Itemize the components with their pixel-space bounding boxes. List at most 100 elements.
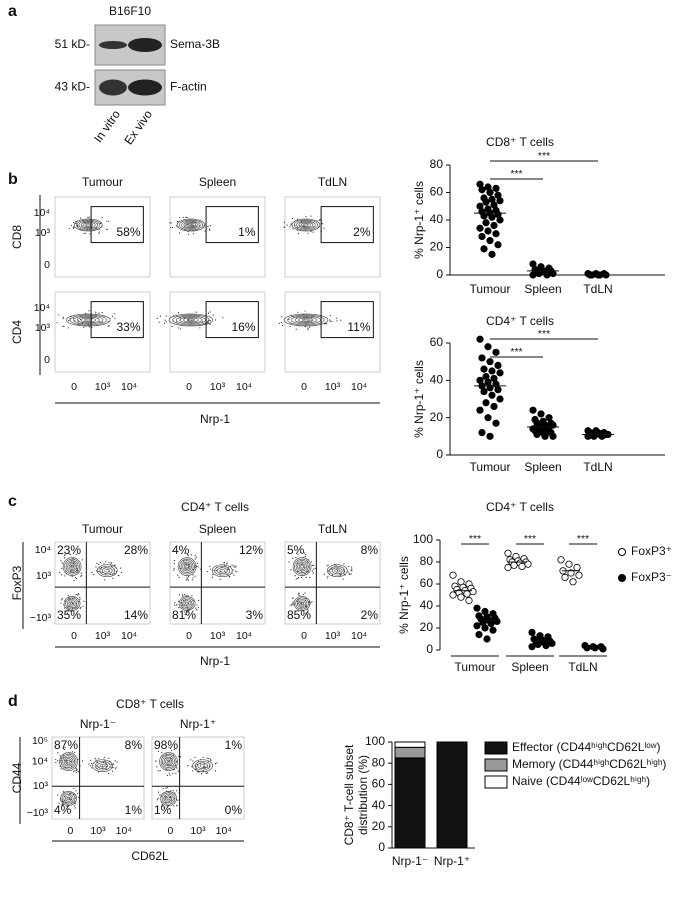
event-dot xyxy=(312,572,314,574)
x-axis-title: Nrp-1 xyxy=(200,412,230,426)
event-dot xyxy=(67,594,69,597)
y-tick-label: 20 xyxy=(430,410,444,424)
data-point xyxy=(480,212,488,220)
event-dot xyxy=(98,571,100,573)
event-dot xyxy=(336,320,338,322)
contour xyxy=(294,316,318,324)
contour xyxy=(70,564,74,569)
contour xyxy=(162,755,175,768)
contour xyxy=(61,792,76,805)
event-dot xyxy=(328,319,331,321)
contour xyxy=(64,558,80,575)
contour xyxy=(180,597,194,610)
contour xyxy=(160,791,177,806)
data-point xyxy=(496,369,504,377)
event-dot xyxy=(162,788,164,790)
event-dot xyxy=(80,217,82,219)
contour xyxy=(96,564,118,578)
event-dot xyxy=(299,225,301,227)
event-dot xyxy=(88,763,90,765)
event-dot xyxy=(85,232,87,234)
event-dot xyxy=(311,601,313,603)
event-dot xyxy=(119,567,122,569)
plot-frame xyxy=(169,291,266,373)
event-dot xyxy=(290,569,292,571)
contour xyxy=(185,601,190,606)
event-dot xyxy=(307,232,309,234)
contour xyxy=(62,557,82,576)
x-tick-label: Tumour xyxy=(455,660,496,674)
contour xyxy=(185,564,189,569)
y-tick-label: 100 xyxy=(413,532,433,546)
event-dot xyxy=(187,576,189,578)
event-dot xyxy=(176,767,178,769)
event-dot xyxy=(55,761,57,764)
data-point xyxy=(488,391,496,399)
event-dot xyxy=(80,607,82,609)
contour xyxy=(334,568,341,573)
event-dot xyxy=(161,804,164,806)
event-dot xyxy=(104,579,106,581)
x-tick-label: Nrp-1⁺ xyxy=(434,854,470,868)
data-point xyxy=(510,561,518,569)
event-dot xyxy=(81,575,83,577)
event-dot xyxy=(105,764,107,766)
event-dot xyxy=(63,325,65,328)
data-point xyxy=(565,560,573,568)
quadrant-percent: 87% xyxy=(54,738,78,752)
event-dot xyxy=(67,609,69,612)
y-tick-label: 40 xyxy=(372,798,386,812)
event-dot xyxy=(306,612,308,614)
event-dot xyxy=(157,791,160,793)
event-dot xyxy=(190,759,192,761)
contour xyxy=(97,762,108,770)
contour xyxy=(67,561,77,572)
event-dot xyxy=(211,574,214,576)
event-dot xyxy=(113,313,115,315)
event-dot xyxy=(183,593,186,596)
data-point xyxy=(473,622,481,630)
event-dot xyxy=(187,223,189,226)
contour xyxy=(92,759,113,773)
event-dot xyxy=(207,225,209,227)
event-dot xyxy=(327,575,329,578)
event-dot xyxy=(329,320,331,322)
event-dot xyxy=(168,764,170,766)
plot-frame xyxy=(284,541,381,625)
event-dot xyxy=(283,226,285,228)
data-point xyxy=(484,343,492,351)
contour xyxy=(183,600,191,607)
event-dot xyxy=(98,312,100,314)
contour xyxy=(178,596,196,611)
contour xyxy=(291,218,321,232)
event-dot xyxy=(197,566,199,568)
bar-segment xyxy=(436,741,468,849)
event-dot xyxy=(105,560,107,563)
event-dot xyxy=(60,602,62,604)
x-axis-title: Nrp-1 xyxy=(200,654,230,668)
x-tick-label: TdLN xyxy=(583,460,612,474)
event-dot xyxy=(175,321,177,323)
event-dot xyxy=(60,560,62,562)
y-tick-label: 60 xyxy=(430,185,444,199)
contour xyxy=(331,567,343,575)
contour xyxy=(68,600,76,607)
y-tick-label: 60 xyxy=(420,576,434,590)
gate xyxy=(205,301,259,339)
event-dot xyxy=(234,570,237,572)
event-dot xyxy=(89,765,92,767)
event-dot xyxy=(174,792,176,794)
event-dot xyxy=(156,799,158,801)
data-point xyxy=(484,414,492,422)
plot-frame xyxy=(51,736,145,820)
x-tick-label: Spleen xyxy=(524,282,561,296)
contour xyxy=(65,795,73,802)
quadrant-percent: 8% xyxy=(125,738,143,752)
event-dot xyxy=(91,763,93,765)
event-dot xyxy=(209,320,211,322)
event-dot xyxy=(312,568,314,570)
event-dot xyxy=(155,760,157,762)
event-dot xyxy=(207,319,209,322)
event-dot xyxy=(196,562,199,564)
event-dot xyxy=(195,768,197,770)
